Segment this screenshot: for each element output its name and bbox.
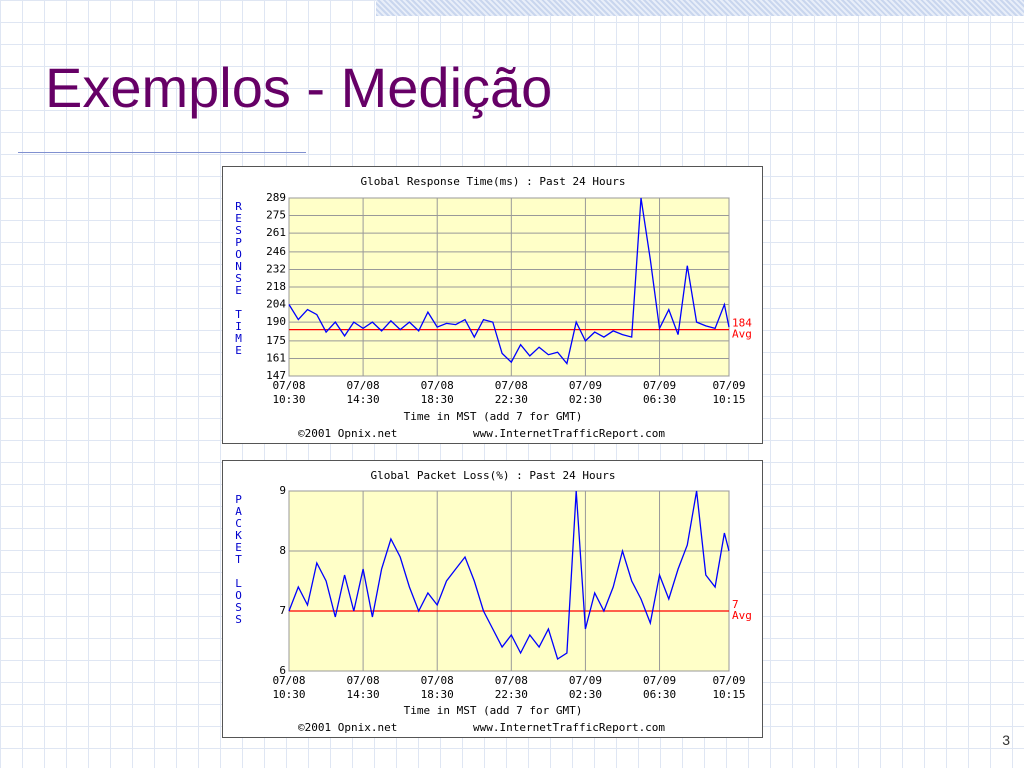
y-axis-label: PACKET LOSS xyxy=(232,493,245,625)
y-tick-label: 218 xyxy=(266,280,286,293)
x-tick-label: 07/08 18:30 xyxy=(420,674,454,701)
x-tick-label: 07/09 02:30 xyxy=(568,674,602,701)
y-tick-label: 246 xyxy=(266,245,286,258)
avg-value: 7 xyxy=(732,598,739,611)
y-tick-label: 6 xyxy=(279,664,286,677)
header-stripe xyxy=(376,0,1024,16)
title-rule xyxy=(18,152,306,153)
data-line xyxy=(288,197,730,365)
chart: Global Packet Loss(%) : Past 24 Hours 6 7 8… xyxy=(222,460,763,738)
x-tick-label: 07/09 06:30 xyxy=(642,674,677,701)
y-tick-label: 261 xyxy=(266,226,286,239)
avg-label: Avg xyxy=(732,609,752,622)
chart: Global Response Time(ms) : Past 24 Hours… xyxy=(222,166,763,444)
x-tick-label: 07/08 10:30 xyxy=(272,379,306,406)
y-tick-label: 8 xyxy=(279,544,286,557)
x-axis-label: Time in MST (add 7 for GMT) xyxy=(404,704,583,717)
x-tick-label: 07/08 14:30 xyxy=(346,674,380,701)
y-tick-label: 232 xyxy=(266,262,286,275)
chart-svg: Global Response Time(ms) : Past 24 Hours… xyxy=(266,175,752,440)
y-axis-label: RESPONSE TIME xyxy=(232,200,245,356)
y-tick-label: 7 xyxy=(279,604,286,617)
chart-title: Global Response Time(ms) : Past 24 Hours xyxy=(361,175,626,188)
x-tick-label: 07/09 10:15 xyxy=(712,379,746,406)
x-tick-label: 07/09 10:15 xyxy=(712,674,746,701)
y-tick-label: 190 xyxy=(266,315,286,328)
page-number: 3 xyxy=(1002,732,1010,748)
avg-label: Avg xyxy=(732,328,752,341)
credit-left: ©2001 Opnix.net xyxy=(298,721,397,734)
slide-title: Exemplos - Medição xyxy=(45,56,553,119)
x-tick-label: 07/09 02:30 xyxy=(568,379,602,406)
plot-area xyxy=(288,490,730,672)
chart-svg: Global Packet Loss(%) : Past 24 Hours 6 7 8… xyxy=(279,469,752,734)
y-tick-label: 275 xyxy=(266,209,286,222)
y-tick-label: 204 xyxy=(266,298,286,311)
y-tick-label: 161 xyxy=(266,351,286,364)
x-tick-label: 07/08 18:30 xyxy=(420,379,454,406)
y-tick-label: 175 xyxy=(266,334,286,347)
x-tick-label: 07/08 22:30 xyxy=(494,379,528,406)
avg-value: 184 xyxy=(732,317,752,330)
y-tick-label: 147 xyxy=(266,369,286,382)
x-tick-label: 07/08 22:30 xyxy=(494,674,528,701)
credit-right: www.InternetTrafficReport.com xyxy=(473,721,665,734)
data-line xyxy=(288,490,730,661)
chart-title: Global Packet Loss(%) : Past 24 Hours xyxy=(370,469,615,482)
y-tick-label: 9 xyxy=(279,484,286,497)
credit-right: www.InternetTrafficReport.com xyxy=(473,427,665,440)
y-tick-label: 289 xyxy=(266,191,286,204)
x-tick-label: 07/09 06:30 xyxy=(642,379,677,406)
credit-left: ©2001 Opnix.net xyxy=(298,427,397,440)
x-tick-label: 07/08 14:30 xyxy=(346,379,380,406)
x-axis-label: Time in MST (add 7 for GMT) xyxy=(404,410,583,423)
x-tick-label: 07/08 10:30 xyxy=(272,674,306,701)
